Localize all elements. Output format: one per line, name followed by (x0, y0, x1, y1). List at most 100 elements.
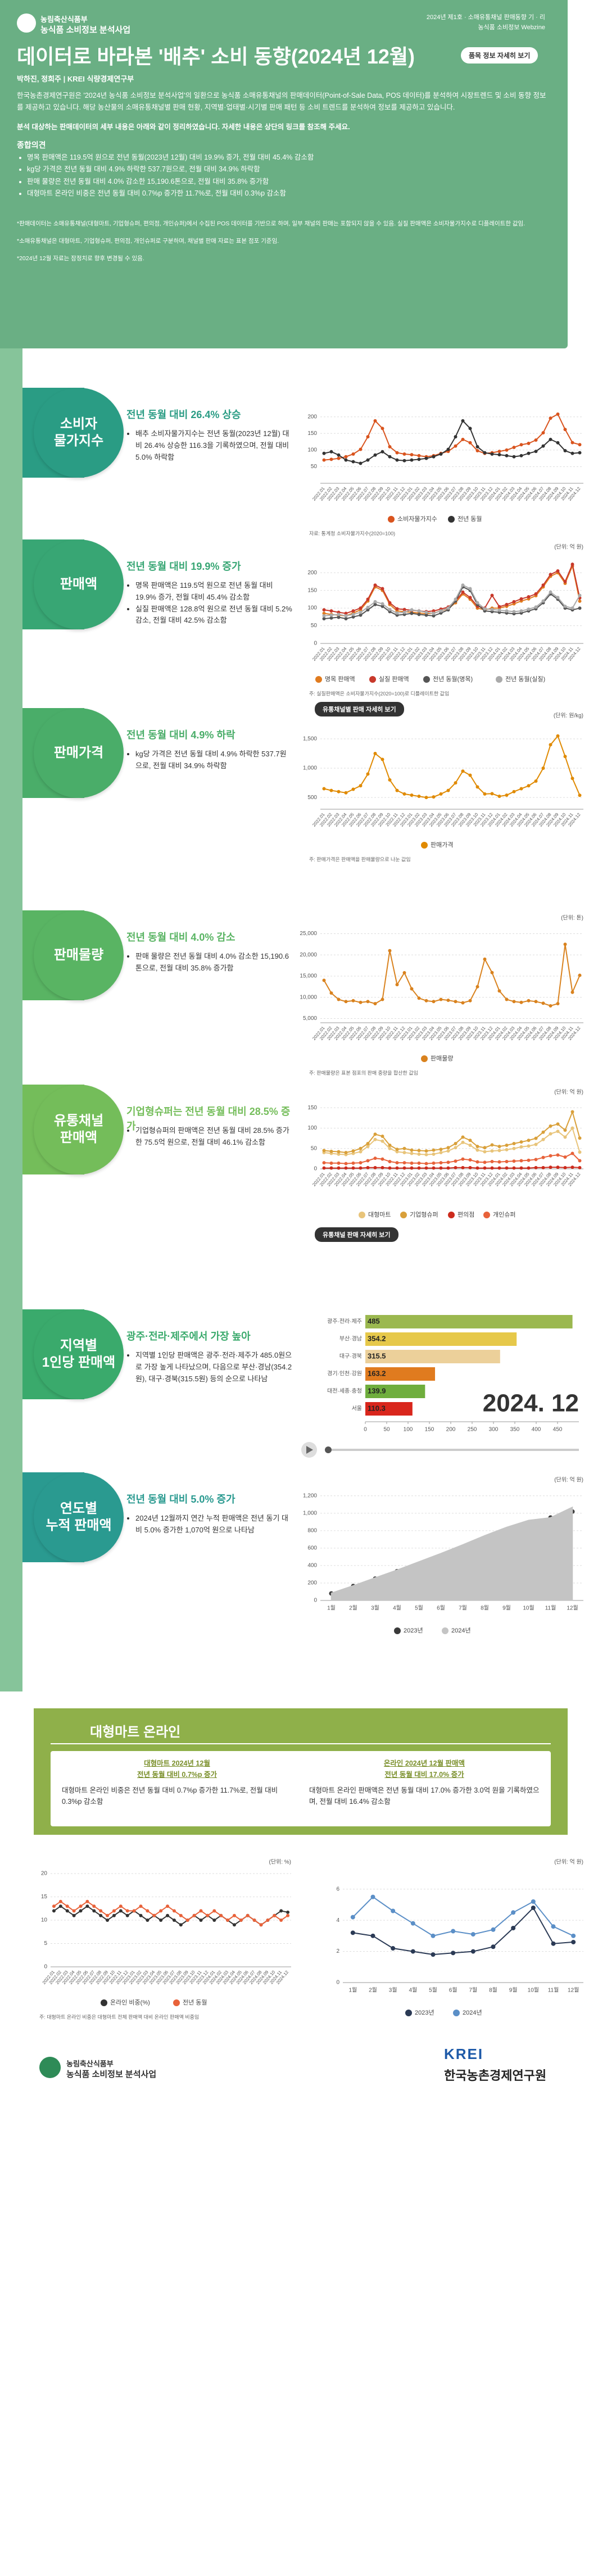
chart: (단위: 원/kg)5001,0001,5002022.012022.02202… (303, 712, 583, 862)
label-line: 판매가격 (53, 745, 104, 760)
point (322, 616, 326, 620)
x-tick-label: 50 (383, 1427, 390, 1433)
bar (365, 1385, 425, 1398)
point (350, 1915, 355, 1920)
point (468, 1139, 472, 1142)
point (512, 455, 516, 459)
y-tick-label: 100 (307, 1125, 317, 1131)
point (366, 605, 370, 609)
y-tick-label: 1,000 (303, 1510, 317, 1516)
point (541, 1001, 545, 1005)
point (497, 1145, 501, 1149)
legend-label: 편의점 (457, 1211, 474, 1218)
point (380, 1157, 384, 1161)
point (322, 614, 326, 618)
point (578, 793, 582, 797)
point (337, 1166, 341, 1170)
point (527, 1166, 531, 1170)
point (556, 441, 560, 445)
point (85, 1904, 89, 1908)
point (475, 449, 479, 453)
y-tick-label: 20,000 (300, 952, 317, 958)
point (512, 600, 516, 604)
point (505, 1159, 509, 1163)
summary-item: 대형마트 온라인 비중은 전년 동월 대비 0.7%p 증가한 11.7%로, … (27, 188, 561, 199)
mart-content: 대형마트 2024년 12월 전년 동월 대비 0.7%p 증가 대형마트 온라… (51, 1751, 551, 1826)
point (79, 1904, 83, 1908)
point (322, 608, 326, 612)
logo-icon (17, 13, 36, 33)
legend-label: 소비자물가지수 (397, 515, 437, 523)
point (322, 1166, 326, 1170)
point (337, 453, 341, 457)
detail-button[interactable]: 유통채널 판매 자세히 보기 (315, 1227, 398, 1242)
legend-swatch (359, 1212, 365, 1218)
section: 지역별 1인당 판매액 광주·전라·제주에서 가장 높아지역별 1인당 판매액은 광… (0, 1309, 607, 1500)
point (373, 1002, 377, 1006)
point (454, 1165, 457, 1169)
bullets: 기업형슈퍼의 판매액은 전년 동월 대비 28.5% 증가한 75.5억 원으로… (126, 1125, 293, 1149)
legend-label: 기업형슈퍼 (410, 1211, 438, 1218)
point (424, 610, 428, 614)
bullet: kg당 가격은 전년 동월 대비 4.9% 하락한 537.7원으로, 전월 대… (135, 749, 293, 772)
label-line: 1인당 판매액 (42, 1355, 116, 1370)
point (439, 1151, 443, 1154)
point (505, 453, 509, 457)
x-tick-label: 11월 (545, 1605, 556, 1612)
point (388, 1146, 392, 1150)
detail-button[interactable]: 유통채널별 판매 자세히 보기 (315, 702, 404, 716)
point (337, 1150, 341, 1154)
point (551, 1924, 556, 1929)
point (380, 450, 384, 453)
point (491, 1944, 496, 1949)
point (125, 1913, 129, 1917)
point (490, 1159, 494, 1163)
point (439, 997, 443, 1001)
section: 판매물량 전년 동월 대비 4.0% 감소판매 물량은 전년 동월 대비 4.0%… (0, 910, 607, 1101)
point (92, 1909, 96, 1913)
point (563, 579, 567, 583)
authors: 박하진, 정희주 | KREI 식량경제연구부 (17, 75, 134, 83)
header: 농림축산식품부 농식품 소비정보 분석사업 2024년 제1호 · 소매유통채널… (0, 0, 568, 348)
info-button[interactable]: 품목 정보 자세히 보기 (461, 47, 538, 64)
point (432, 1148, 436, 1152)
point (490, 593, 494, 597)
point (380, 604, 384, 608)
point (490, 970, 494, 974)
point (402, 1151, 406, 1154)
point (490, 1143, 494, 1147)
point (527, 1139, 531, 1142)
point (432, 795, 436, 799)
point (359, 1166, 363, 1170)
category-label: 대구·경북 (339, 1353, 362, 1360)
line (324, 1153, 581, 1164)
point (410, 1161, 414, 1165)
chart-note: 주: 실질판매액은 소비자물가지수(2020=100)로 디플레이트한 값임 (309, 690, 449, 696)
point (388, 949, 392, 953)
intro-note: 분석 대상하는 판매데이터의 세부 내용은 아래와 같이 정리하였습니다. 자세… (17, 123, 350, 131)
point (468, 1158, 472, 1162)
point (490, 792, 494, 796)
point (99, 1909, 103, 1913)
mart-head: 전년 동월 대비 0.7%p 증가 (137, 1771, 218, 1779)
point (370, 1933, 375, 1938)
point (388, 607, 392, 611)
y-tick-label: 10,000 (300, 994, 317, 1000)
point (534, 438, 538, 442)
point (344, 611, 348, 615)
point (337, 615, 341, 619)
section: 판매액 전년 동월 대비 19.9% 증가명목 판매액은 119.5억 원으로 전… (0, 539, 607, 722)
point (410, 1151, 414, 1155)
point (351, 1166, 355, 1170)
point (519, 1159, 523, 1163)
point (505, 448, 509, 452)
point (52, 1909, 56, 1913)
divider (51, 1743, 551, 1744)
point (373, 1165, 377, 1169)
point (402, 1161, 406, 1165)
point (551, 1941, 556, 1946)
point (570, 1165, 574, 1169)
point (497, 1160, 501, 1164)
point (329, 1149, 333, 1153)
unit-label: (단위: 억 원) (554, 543, 583, 551)
